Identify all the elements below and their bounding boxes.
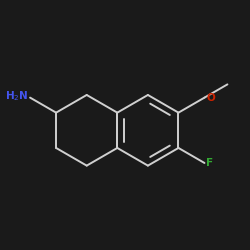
Text: H$_2$N: H$_2$N bbox=[4, 89, 28, 103]
Text: O: O bbox=[206, 93, 215, 103]
Text: F: F bbox=[206, 158, 213, 168]
